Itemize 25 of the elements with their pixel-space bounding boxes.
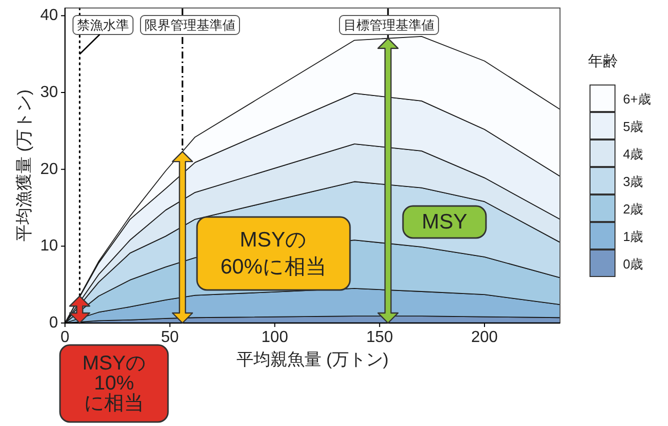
x-axis-title: 平均親魚量 (万トン) (236, 350, 389, 369)
legend-label: 1歳 (623, 228, 644, 244)
y-axis-title: 平均漁獲量 (万トン) (14, 89, 34, 242)
y-tick-label: 10 (40, 238, 58, 255)
y-tick-label: 0 (49, 314, 58, 332)
ref-line-label: 禁漁水準 (77, 18, 129, 32)
legend-title: 年齢 (588, 53, 618, 70)
ref-line-label: 目標管理基準値 (344, 18, 434, 32)
annotation: MSYの 60%に相当 (220, 228, 327, 278)
legend-label: 5歳 (623, 118, 644, 134)
legend-label: 0歳 (623, 256, 644, 272)
y-tick-label: 40 (40, 7, 58, 24)
legend-label: 4歳 (623, 146, 644, 162)
x-tick-label: 150 (366, 329, 394, 346)
legend-label: 3歳 (623, 174, 644, 189)
x-tick-label: 0 (60, 329, 70, 346)
ref-line-label: 限界管理基準値 (144, 18, 236, 32)
annotation: MSY (422, 210, 468, 234)
legend-label: 2歳 (623, 201, 644, 216)
x-tick-label: 200 (471, 329, 498, 346)
text: 6+歳 (623, 91, 651, 106)
y-tick-label: 30 (40, 84, 58, 102)
y-tick-label: 20 (40, 160, 58, 178)
x-tick-label: 100 (261, 329, 288, 346)
x-tick-label: 50 (160, 329, 179, 346)
